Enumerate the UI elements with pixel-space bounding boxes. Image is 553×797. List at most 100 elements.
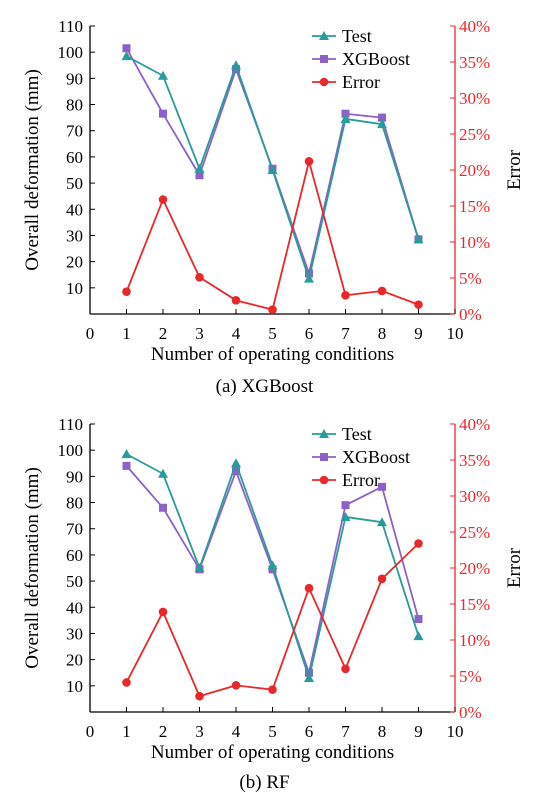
data-point-error — [341, 290, 350, 300]
x-tick-label: 3 — [195, 722, 204, 741]
y2-tick-label: 0% — [459, 703, 482, 722]
y2-tick-label: 0% — [459, 305, 482, 324]
legend-label-xgboost: XGBoost — [342, 49, 410, 69]
y2-tick-label: 25% — [459, 523, 490, 542]
y2-tick-label: 40% — [459, 17, 490, 36]
data-point-error — [231, 296, 241, 305]
x-tick-label: 5 — [268, 722, 277, 741]
data-point-error — [377, 286, 387, 296]
legend-marker-test — [319, 429, 329, 438]
data-point-test — [304, 672, 314, 682]
y2-tick-label: 15% — [459, 197, 490, 216]
data-point-xgboost — [341, 109, 350, 118]
y-tick-label: 100 — [58, 441, 84, 460]
data-point-xgboost — [341, 501, 350, 510]
data-point-test — [231, 60, 241, 70]
data-point-test — [231, 458, 241, 468]
x-tick-label: 7 — [341, 722, 350, 741]
legend-marker-xgboost — [320, 55, 328, 63]
legend-label-error: Error — [342, 72, 380, 92]
data-point-xgboost — [232, 467, 240, 476]
y-tick-label: 70 — [66, 520, 83, 539]
x-tick-label: 0 — [86, 324, 95, 343]
y2-tick-label: 20% — [459, 161, 490, 180]
x-tick-label: 3 — [195, 324, 204, 343]
y2-tick-label: 35% — [459, 451, 490, 470]
data-point-error — [268, 685, 277, 694]
y2-tick-label: 25% — [459, 125, 490, 144]
y2-tick-label: 10% — [459, 631, 490, 650]
data-point-error — [195, 691, 204, 701]
x-tick-label: 0 — [86, 722, 95, 741]
x-tick-label: 6 — [305, 324, 314, 343]
data-point-xgboost — [305, 269, 313, 278]
legend-marker-xgboost — [320, 453, 328, 461]
data-point-test — [304, 273, 314, 283]
data-point-xgboost — [195, 171, 204, 180]
data-point-error — [231, 681, 241, 690]
series-error — [122, 157, 423, 314]
data-point-xgboost — [378, 482, 386, 491]
data-point-error — [122, 287, 131, 296]
data-point-error — [304, 157, 314, 166]
y-tick-label: 90 — [66, 467, 83, 486]
data-point-xgboost — [159, 503, 167, 512]
data-point-error — [195, 272, 204, 282]
y-tick-label: 10 — [66, 279, 83, 298]
y2-tick-label: 5% — [459, 667, 482, 686]
y-tick-label: 80 — [66, 494, 83, 513]
data-point-test — [267, 165, 278, 174]
chart-caption: (b) RF — [239, 772, 289, 793]
y-tick-label: 40 — [66, 200, 83, 219]
y-tick-label: 30 — [66, 624, 83, 643]
data-point-error — [122, 678, 131, 687]
data-point-xgboost — [305, 668, 313, 677]
data-point-xgboost — [122, 44, 131, 53]
legend-label-test: Test — [342, 424, 372, 444]
legend-marker-error — [319, 475, 329, 485]
y2-tick-label: 30% — [459, 487, 490, 506]
x-tick-label: 5 — [268, 324, 277, 343]
x-tick-label: 1 — [122, 722, 131, 741]
legend-label-test: Test — [342, 26, 372, 46]
data-point-error — [414, 300, 423, 309]
x-tick-label: 10 — [447, 324, 464, 343]
y-tick-label: 30 — [66, 226, 83, 245]
y2-axis-label: Error — [504, 547, 525, 588]
y2-tick-label: 10% — [459, 233, 490, 252]
x-tick-label: 8 — [378, 722, 387, 741]
data-point-error — [414, 539, 423, 548]
data-point-test — [340, 511, 351, 521]
data-point-test — [121, 51, 132, 61]
y-tick-label: 90 — [66, 69, 83, 88]
legend-label-error: Error — [342, 470, 380, 490]
data-point-test — [377, 119, 387, 129]
x-tick-label: 1 — [122, 324, 131, 343]
data-point-test — [194, 163, 205, 173]
y2-tick-label: 30% — [459, 89, 490, 108]
chart-panel-a: 0 1 2 3 4 5 6 7 8 9 10 10 20 30 40 50 60 70 80 90 100 110 0% 5%… — [22, 17, 525, 397]
series-test — [121, 51, 424, 283]
data-point-error — [268, 305, 277, 314]
legend-marker-error — [319, 77, 329, 87]
y2-axis-label: Error — [504, 149, 525, 190]
x-tick-label: 2 — [159, 722, 168, 741]
data-point-error — [304, 583, 314, 593]
x-tick-label: 9 — [414, 722, 423, 741]
data-point-test — [267, 560, 278, 570]
x-tick-label: 4 — [232, 324, 241, 343]
data-point-error — [341, 664, 350, 674]
chart-panel-b: 0 1 2 3 4 5 6 7 8 9 10 10 20 30 40 50 60 70 80 90 100 110 0% 5%… — [22, 415, 525, 793]
y-tick-label: 50 — [66, 572, 83, 591]
x-axis-label: Number of operating conditions — [151, 742, 394, 763]
chart-caption: (a) XGBoost — [216, 376, 314, 397]
data-point-xgboost — [159, 109, 167, 118]
x-tick-label: 7 — [341, 324, 350, 343]
y-axis-label: Overall deformation (mm) — [22, 467, 43, 669]
x-tick-label: 6 — [305, 722, 314, 741]
y2-tick-label: 15% — [459, 595, 490, 614]
data-point-test — [413, 631, 424, 641]
series-line-error — [125, 160, 419, 311]
data-point-xgboost — [122, 461, 131, 470]
